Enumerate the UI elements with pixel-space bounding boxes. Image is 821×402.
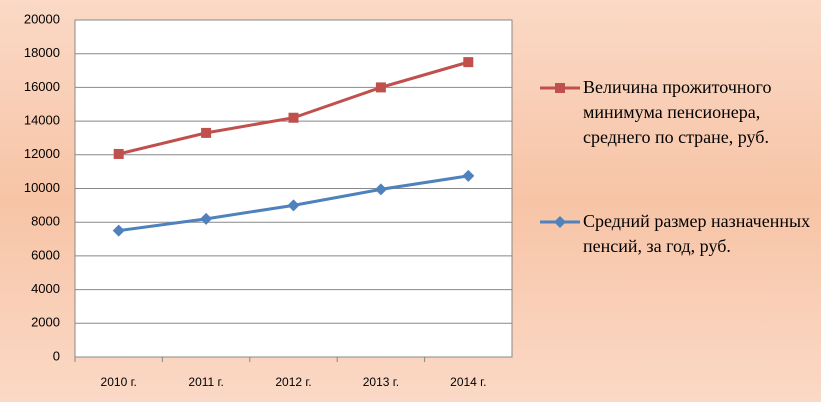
y-tick-label: 16000 (24, 79, 60, 94)
data-point (113, 148, 124, 159)
legend-label: Величина прожиточного минимума пенсионер… (583, 77, 772, 147)
y-tick-label: 18000 (24, 45, 60, 60)
data-point (288, 112, 299, 123)
y-tick-label: 6000 (31, 247, 60, 262)
y-tick-label: 4000 (31, 281, 60, 296)
x-tick-label: 2013 г. (363, 375, 399, 389)
y-tick-label: 14000 (24, 113, 60, 128)
data-point (462, 169, 475, 182)
legend-marker (554, 216, 566, 228)
y-tick-label: 0 (53, 348, 60, 363)
data-point (463, 57, 474, 68)
legend-label: Средний размер назначенных пенсий, за го… (583, 211, 811, 256)
y-tick-label: 10000 (24, 180, 60, 195)
x-tick-label: 2012 г. (275, 375, 311, 389)
data-point (287, 199, 300, 212)
y-tick-label: 20000 (24, 11, 60, 26)
y-tick-label: 8000 (31, 214, 60, 229)
data-point (201, 127, 212, 138)
data-point (374, 183, 387, 196)
legend-marker (555, 83, 565, 93)
x-tick-label: 2010 г. (101, 375, 137, 389)
data-point (112, 224, 125, 237)
data-point (200, 212, 213, 225)
x-tick-label: 2014 г. (450, 375, 486, 389)
y-tick-label: 2000 (31, 315, 60, 330)
y-tick-label: 12000 (24, 146, 60, 161)
x-tick-label: 2011 г. (188, 375, 223, 389)
data-point (375, 82, 386, 93)
